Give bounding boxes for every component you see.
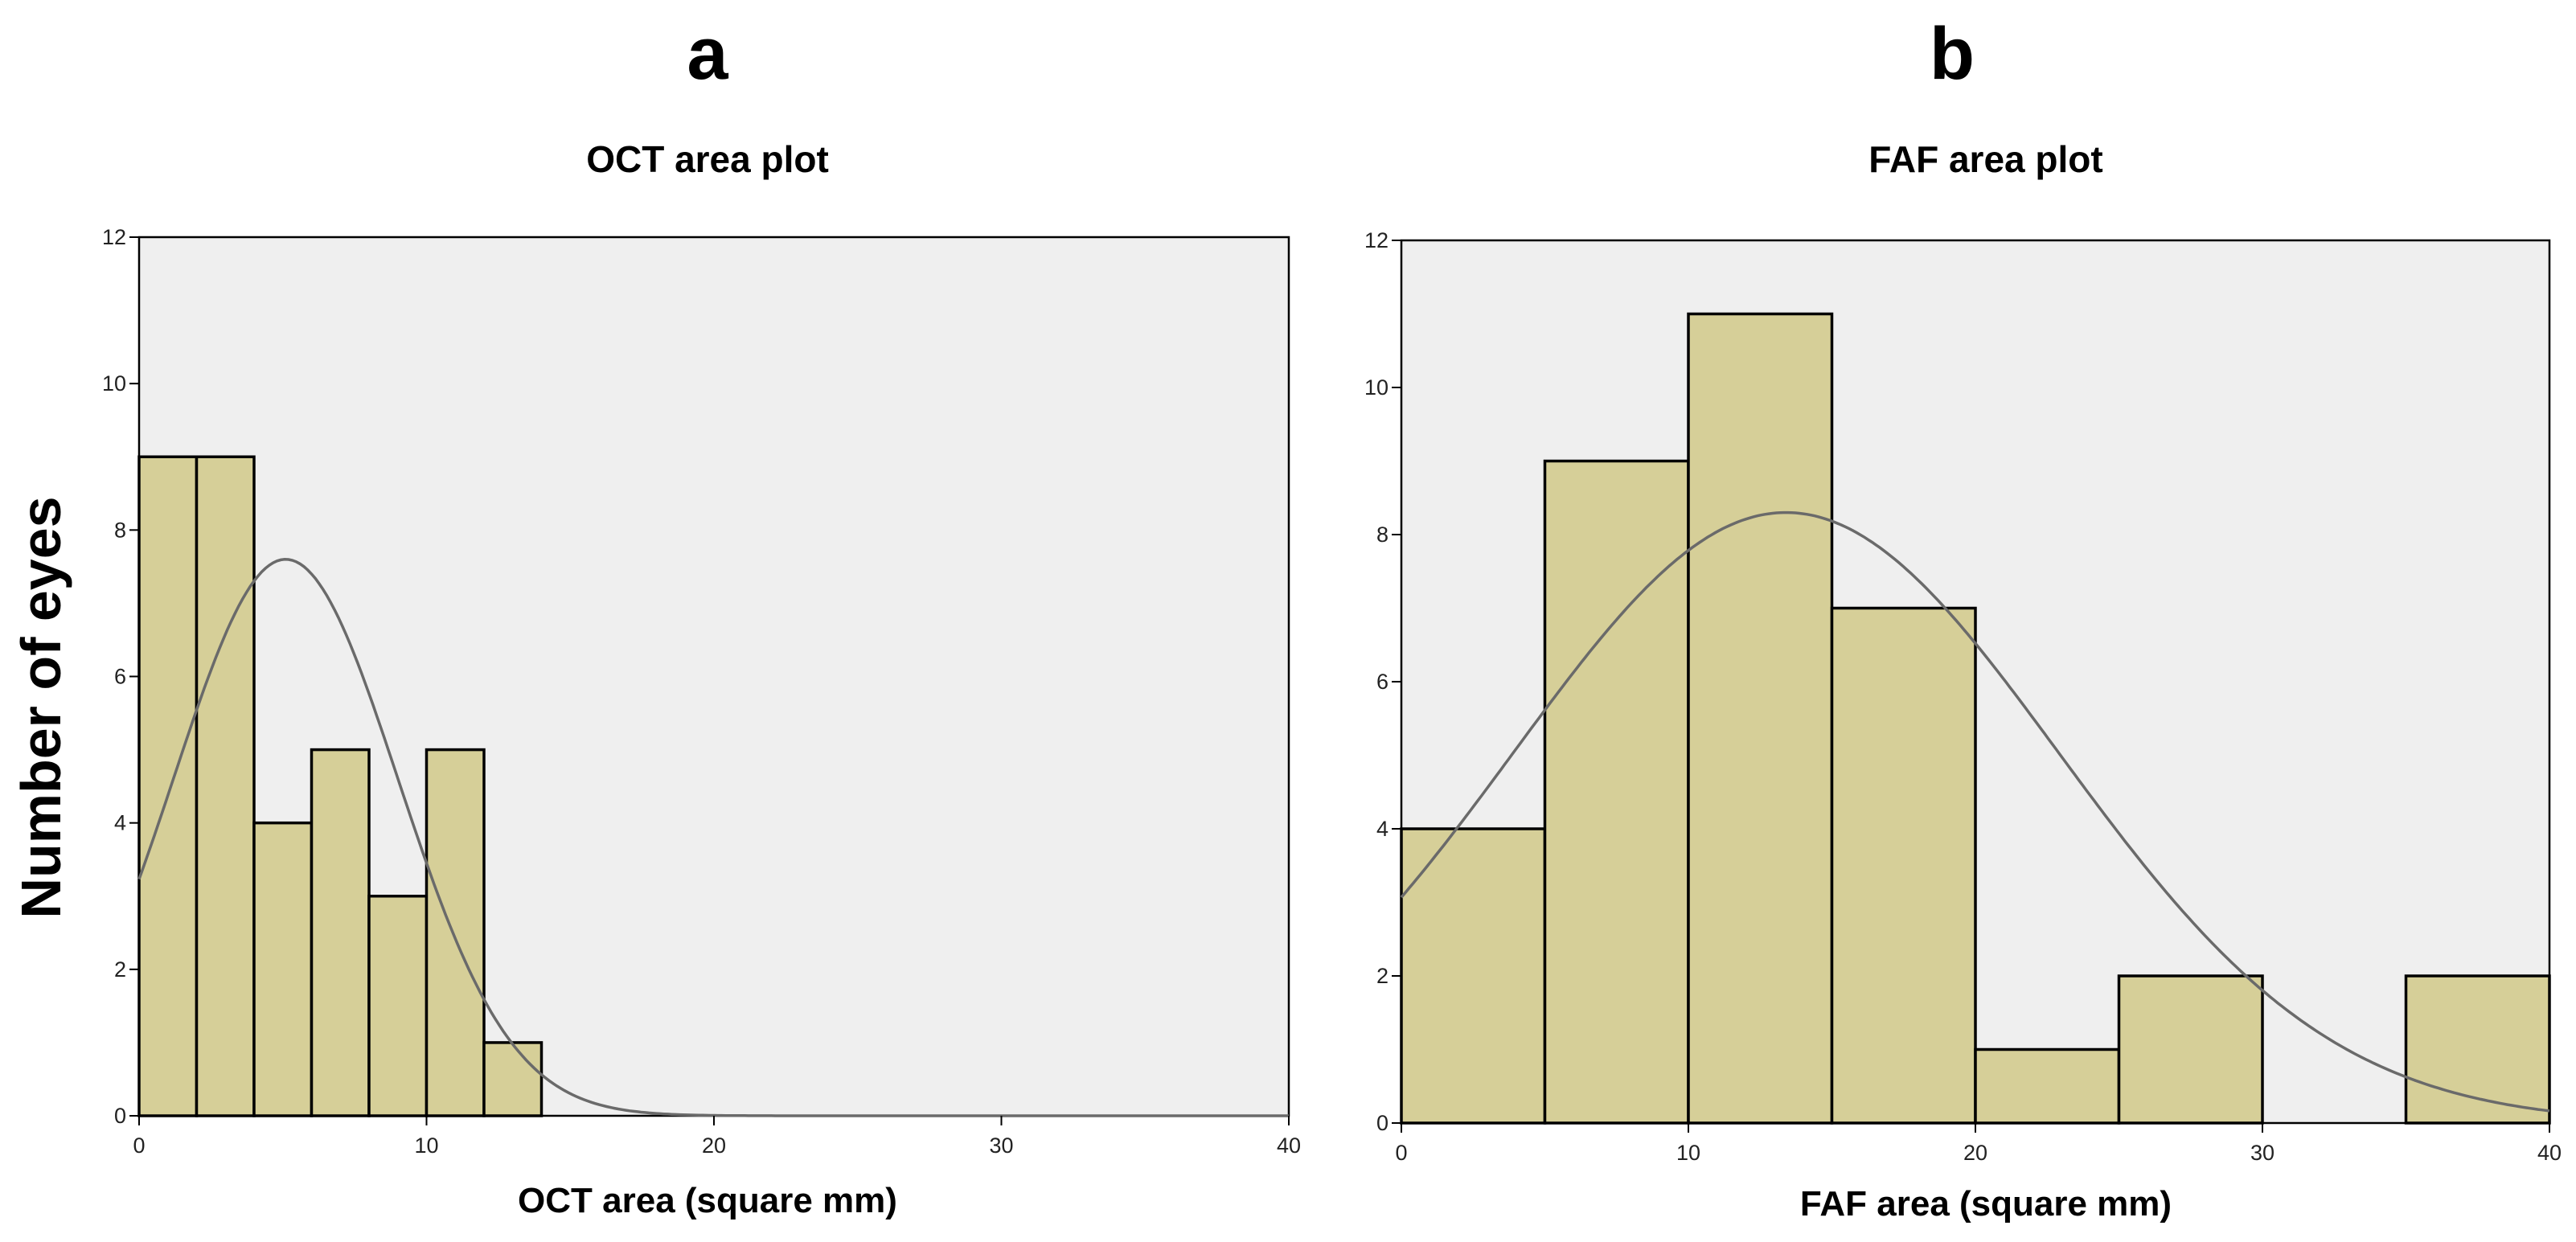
panel-a-x-tick-label: 30: [989, 1133, 1013, 1158]
panel-b-y-tick-label: 0: [1376, 1111, 1388, 1135]
panel-b-x-tick-label: 40: [2537, 1141, 2562, 1165]
panel-a-bar-0: [137, 455, 199, 1117]
panel-b-bar-7: [2404, 974, 2551, 1125]
panel-b-axes: 0 2 4 6 8 10 12 0 10 20 30 40: [1364, 228, 2562, 1165]
panel-b-x-tick-label: 20: [1963, 1141, 1987, 1165]
panel-a-axes: 0 2 4 6 8 10 12 0 10 20 30 40: [102, 225, 1301, 1158]
panel-a-x-axis-label: OCT area (square mm): [518, 1181, 897, 1220]
panel-a-bar-3: [310, 748, 371, 1117]
panel-b-bar-0: [1400, 827, 1547, 1125]
panel-a-y-tick-label: 8: [114, 518, 126, 542]
panel-a-normal-curve: [137, 558, 1289, 1117]
panel-a-x-tick-label: 20: [702, 1133, 726, 1158]
panel-b-letter: b: [1930, 13, 1975, 95]
panel-b-normal-curve: [1400, 510, 2550, 1113]
panel-a-title: OCT area plot: [586, 138, 829, 180]
panel-b-title: FAF area plot: [1868, 138, 2102, 180]
panel-b-bar-2: [1687, 312, 1834, 1125]
panel-b-x-axis-label: FAF area (square mm): [1800, 1184, 2172, 1224]
panel-a-bar-6: [482, 1041, 544, 1117]
panel-a-bar-1: [195, 455, 256, 1117]
panel-a: a OCT area plot 0 2 4 6 8 10 12 0 10 20 30 40 OCT a…: [102, 13, 1301, 1220]
panel-b-y-tick-label: 4: [1376, 817, 1388, 841]
panel-a-y-tick-label: 2: [114, 957, 126, 982]
panel-a-x-tick-label: 40: [1277, 1133, 1301, 1158]
panel-b-bar-4: [1974, 1047, 2121, 1125]
panel-a-bar-5: [425, 748, 486, 1117]
panel-b-bar-1: [1543, 459, 1690, 1125]
panel-a-bar-2: [252, 821, 314, 1117]
panel-a-bar-4: [367, 895, 429, 1117]
panel-b-y-tick-label: 8: [1376, 523, 1388, 547]
panel-a-y-tick-label: 10: [102, 371, 126, 396]
panel-b-bar-5: [2117, 974, 2264, 1125]
panel-b-y-tick-label: 10: [1364, 375, 1388, 400]
panel-a-x-tick-label: 10: [414, 1133, 438, 1158]
panel-b-x-tick-label: 30: [2250, 1141, 2275, 1165]
panel-a-letter: a: [687, 13, 728, 95]
panel-b-y-tick-label: 12: [1364, 228, 1388, 252]
panel-a-y-tick-label: 0: [114, 1104, 126, 1128]
y-axis-label: Number of eyes: [10, 496, 72, 918]
panel-b: b FAF area plot 0 2 4 6 8 10 12 0 10 20 30 40 FAF a…: [1364, 13, 2562, 1224]
panel-a-y-tick-label: 12: [102, 225, 126, 249]
panel-a-y-tick-label: 6: [114, 665, 126, 689]
panel-b-y-tick-label: 6: [1376, 670, 1388, 694]
panel-b-bar-3: [1830, 606, 1977, 1125]
panel-a-bars: [137, 455, 544, 1117]
panel-b-x-tick-label: 10: [1676, 1141, 1700, 1165]
panel-b-y-tick-label: 2: [1376, 964, 1388, 988]
panel-a-y-tick-label: 4: [114, 811, 126, 835]
panel-b-x-tick-label: 0: [1395, 1141, 1407, 1165]
panel-a-x-tick-label: 0: [133, 1133, 145, 1158]
